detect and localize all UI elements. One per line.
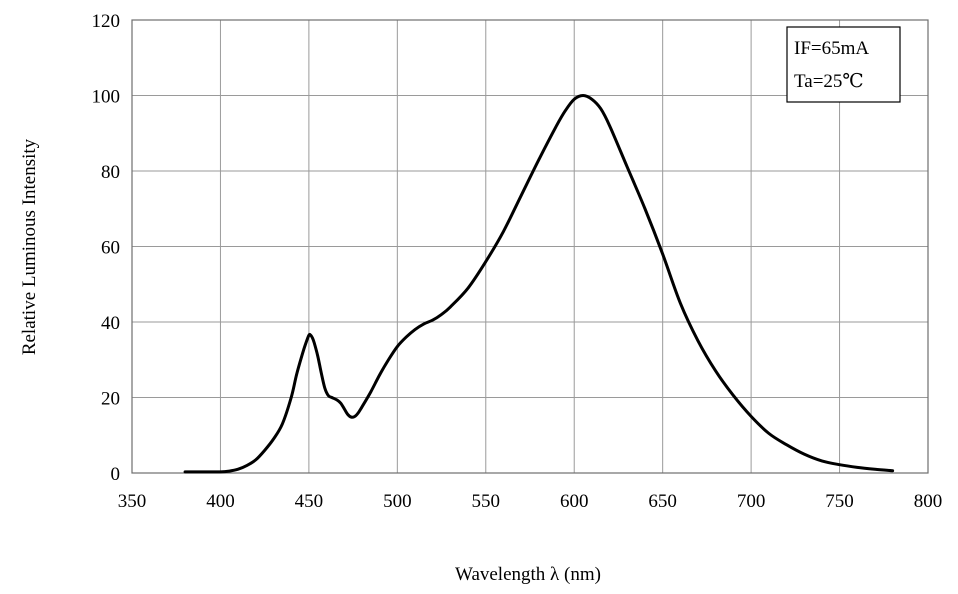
y-tick-label: 60 [101, 238, 120, 259]
y-tick-label: 40 [101, 313, 120, 334]
legend-box: IF=65mA Ta=25℃ [786, 26, 901, 103]
y-tick-label: 120 [92, 11, 121, 32]
spectrum-curve [183, 94, 895, 474]
x-tick-label: 550 [472, 491, 501, 512]
x-tick-label: 650 [648, 491, 677, 512]
x-axis-title: Wavelength λ (nm) [455, 564, 601, 585]
y-axis-title: Relative Luminous Intensity [19, 138, 40, 355]
x-tick-label: 750 [825, 491, 854, 512]
y-tick-label: 20 [101, 389, 120, 410]
y-tick-label: 0 [111, 464, 121, 485]
x-tick-label: 600 [560, 491, 589, 512]
y-tick-label: 100 [92, 87, 121, 108]
y-tick-label: 80 [101, 162, 120, 183]
x-tick-label: 350 [118, 491, 147, 512]
x-tick-label: 450 [295, 491, 324, 512]
plot-frame [131, 19, 929, 474]
legend-line-temperature: Ta=25℃ [794, 71, 864, 92]
x-tick-label: 400 [206, 491, 235, 512]
legend-frame [786, 26, 901, 103]
x-tick-label: 500 [383, 491, 412, 512]
x-tick-label: 800 [914, 491, 943, 512]
tick-layer: 350 400 450 500 550 600 650 700 750 800 0 20 40 60 80 1… [92, 11, 943, 512]
legend-line-current: IF=65mA [794, 38, 869, 59]
x-tick-label: 700 [737, 491, 766, 512]
